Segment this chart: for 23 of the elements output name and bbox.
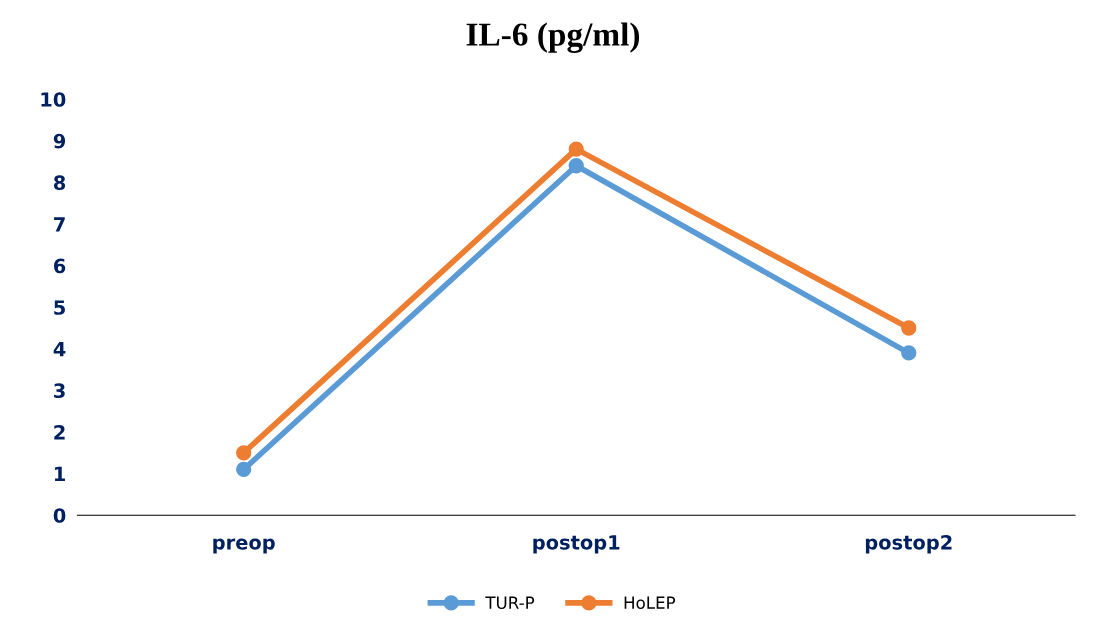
- y-tick-label: 0: [53, 508, 66, 523]
- point: [236, 445, 252, 461]
- point: [568, 141, 584, 157]
- x-tick-label: postop1: [533, 535, 620, 554]
- legend-label: HoLEP: [624, 596, 676, 609]
- point: [568, 158, 584, 174]
- y-tick-label: 6: [53, 258, 66, 274]
- y-tick-label: 5: [54, 300, 65, 315]
- y-tick-label: 8: [53, 175, 66, 191]
- point: [901, 345, 917, 361]
- chart-title: IL-6 (pg/ml): [466, 22, 640, 53]
- y-tick-label: 9: [53, 133, 66, 149]
- y-tick-label: 3: [54, 383, 65, 399]
- legend-label: TUR-P: [485, 596, 535, 609]
- y-tick-label: 4: [53, 342, 66, 357]
- y-tick-label: 2: [54, 424, 65, 440]
- y-tick-label: 10: [41, 92, 66, 107]
- y-tick-label: 7: [54, 217, 65, 232]
- point: [901, 320, 917, 336]
- x-tick-label: preop: [213, 538, 275, 554]
- point: [236, 461, 252, 478]
- y-tick-label: 1: [54, 466, 65, 481]
- x-tick-label: postop2: [865, 534, 952, 554]
